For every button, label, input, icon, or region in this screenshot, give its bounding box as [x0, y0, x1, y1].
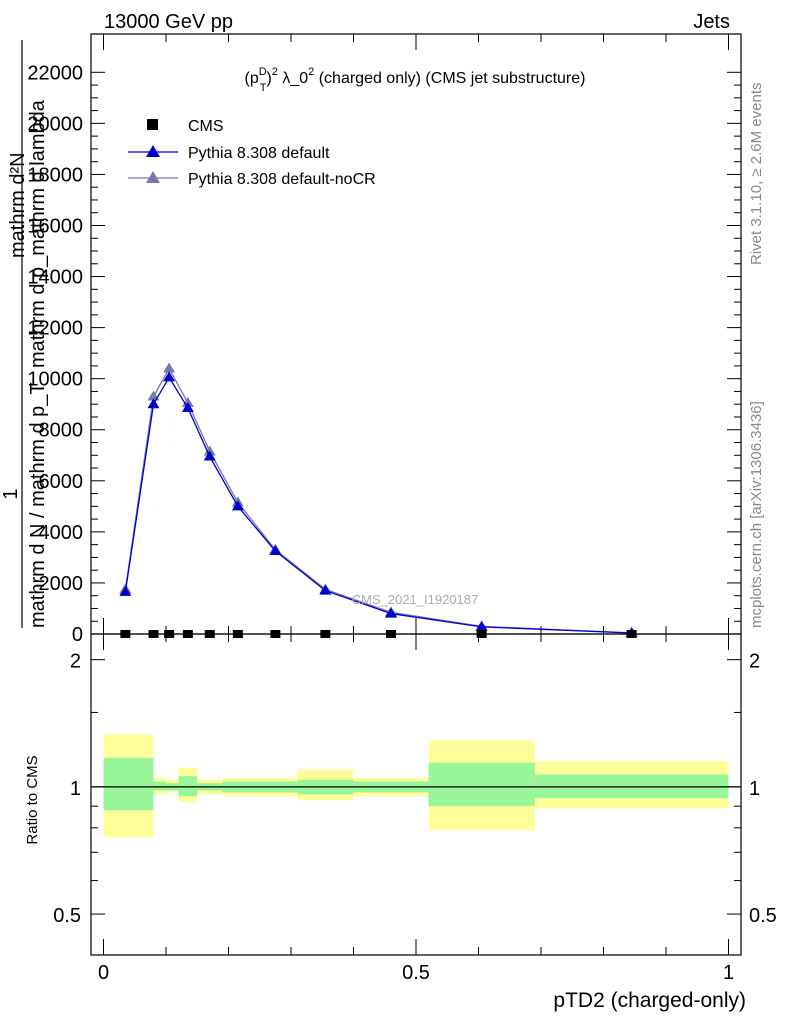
- series-point-default: [231, 500, 244, 511]
- ratio-ytick-label-right: 1: [749, 778, 760, 800]
- analysis-watermark: CMS_2021_I1920187: [352, 592, 479, 607]
- legend: CMS Pythia 8.308 default Pythia 8.308 defa…: [128, 118, 376, 188]
- legend-marker: [146, 171, 160, 183]
- rivet-label: Rivet 3.1.10, ≥ 2.6M events: [748, 83, 765, 266]
- series-point-nocr: [163, 362, 176, 373]
- ratio-band-inner: [103, 758, 154, 811]
- main-ytick-label: 8000: [39, 420, 84, 442]
- main-ytick-label: 16000: [27, 215, 83, 237]
- ratio-ytick-label: 1: [70, 778, 81, 800]
- legend-label: Pythia 8.308 default-noCR: [188, 171, 376, 188]
- main-ytick-label: 18000: [27, 164, 83, 186]
- plot-title: (pD T)2 λ_02 (charged only) (CMS jet subs…: [245, 66, 586, 94]
- main-ylabel-top: mathrm d²N: [7, 152, 29, 258]
- series-point-default: [163, 371, 176, 382]
- main-ytick-label: 14000: [27, 267, 83, 289]
- series-point-default: [269, 545, 282, 556]
- main-ytick-label: 0: [72, 624, 83, 646]
- ratio-ytick-label: 0.5: [53, 905, 81, 927]
- legend-label: CMS: [188, 118, 224, 135]
- x-tick-label: 0.5: [402, 962, 430, 984]
- ratio-ytick-label-right: 0.5: [749, 905, 777, 927]
- series-point-default: [385, 607, 397, 618]
- header-right: Jets: [693, 11, 730, 33]
- main-ylabel-one: 1: [0, 488, 22, 499]
- ratio-ylabel: Ratio to CMS: [24, 755, 41, 844]
- main-ytick-label: 6000: [39, 471, 84, 493]
- main-ylabel-bottom: mathrm d N / mathrm d p_T: [27, 382, 49, 628]
- main-ytick-label: 2000: [39, 573, 84, 595]
- series-point-default: [203, 450, 216, 461]
- main-ytick-label: 22000: [27, 62, 83, 84]
- x-tick-label: 1: [723, 962, 734, 984]
- main-ytick-label: 20000: [27, 113, 83, 135]
- main-ytick-label: 10000: [27, 369, 83, 391]
- header-left: 13000 GeV pp: [104, 11, 233, 33]
- main-ytick-label: 12000: [27, 318, 83, 340]
- x-axis-label: pTD2 (charged-only): [553, 989, 746, 1012]
- ratio-band-inner: [428, 762, 535, 807]
- mcplots-label: mcplots.cern.ch [arXiv:1306.3436]: [748, 401, 765, 628]
- ratio-ytick-label-right: 2: [749, 651, 760, 673]
- series-point-default: [181, 402, 194, 413]
- legend-marker: [146, 145, 160, 157]
- series-point-default: [147, 398, 160, 409]
- ratio-band-inner: [153, 781, 166, 791]
- ratio-ytick-label: 2: [70, 651, 81, 673]
- x-tick-label: 0: [98, 962, 109, 984]
- series-point-nocr: [181, 396, 194, 407]
- main-ylabel-top2: mathrm d p_mathrm d lambda: [27, 99, 49, 368]
- ratio-band-inner: [178, 776, 198, 797]
- series-point-default: [475, 620, 488, 631]
- legend-label: Pythia 8.308 default: [188, 145, 330, 162]
- legend-marker-cms: [147, 119, 158, 130]
- main-panel: 0 2000 4000 6000 8000 10000 12000 14000 16000 180…: [27, 33, 742, 646]
- ratio-panel: 0 0.5 1 0.5 0.5 1 1 2 2: [53, 633, 777, 984]
- series-point-nocr: [203, 445, 216, 456]
- series-point-default: [319, 584, 332, 595]
- series-point-default: [119, 585, 132, 596]
- main-ytick-label: 4000: [39, 522, 84, 544]
